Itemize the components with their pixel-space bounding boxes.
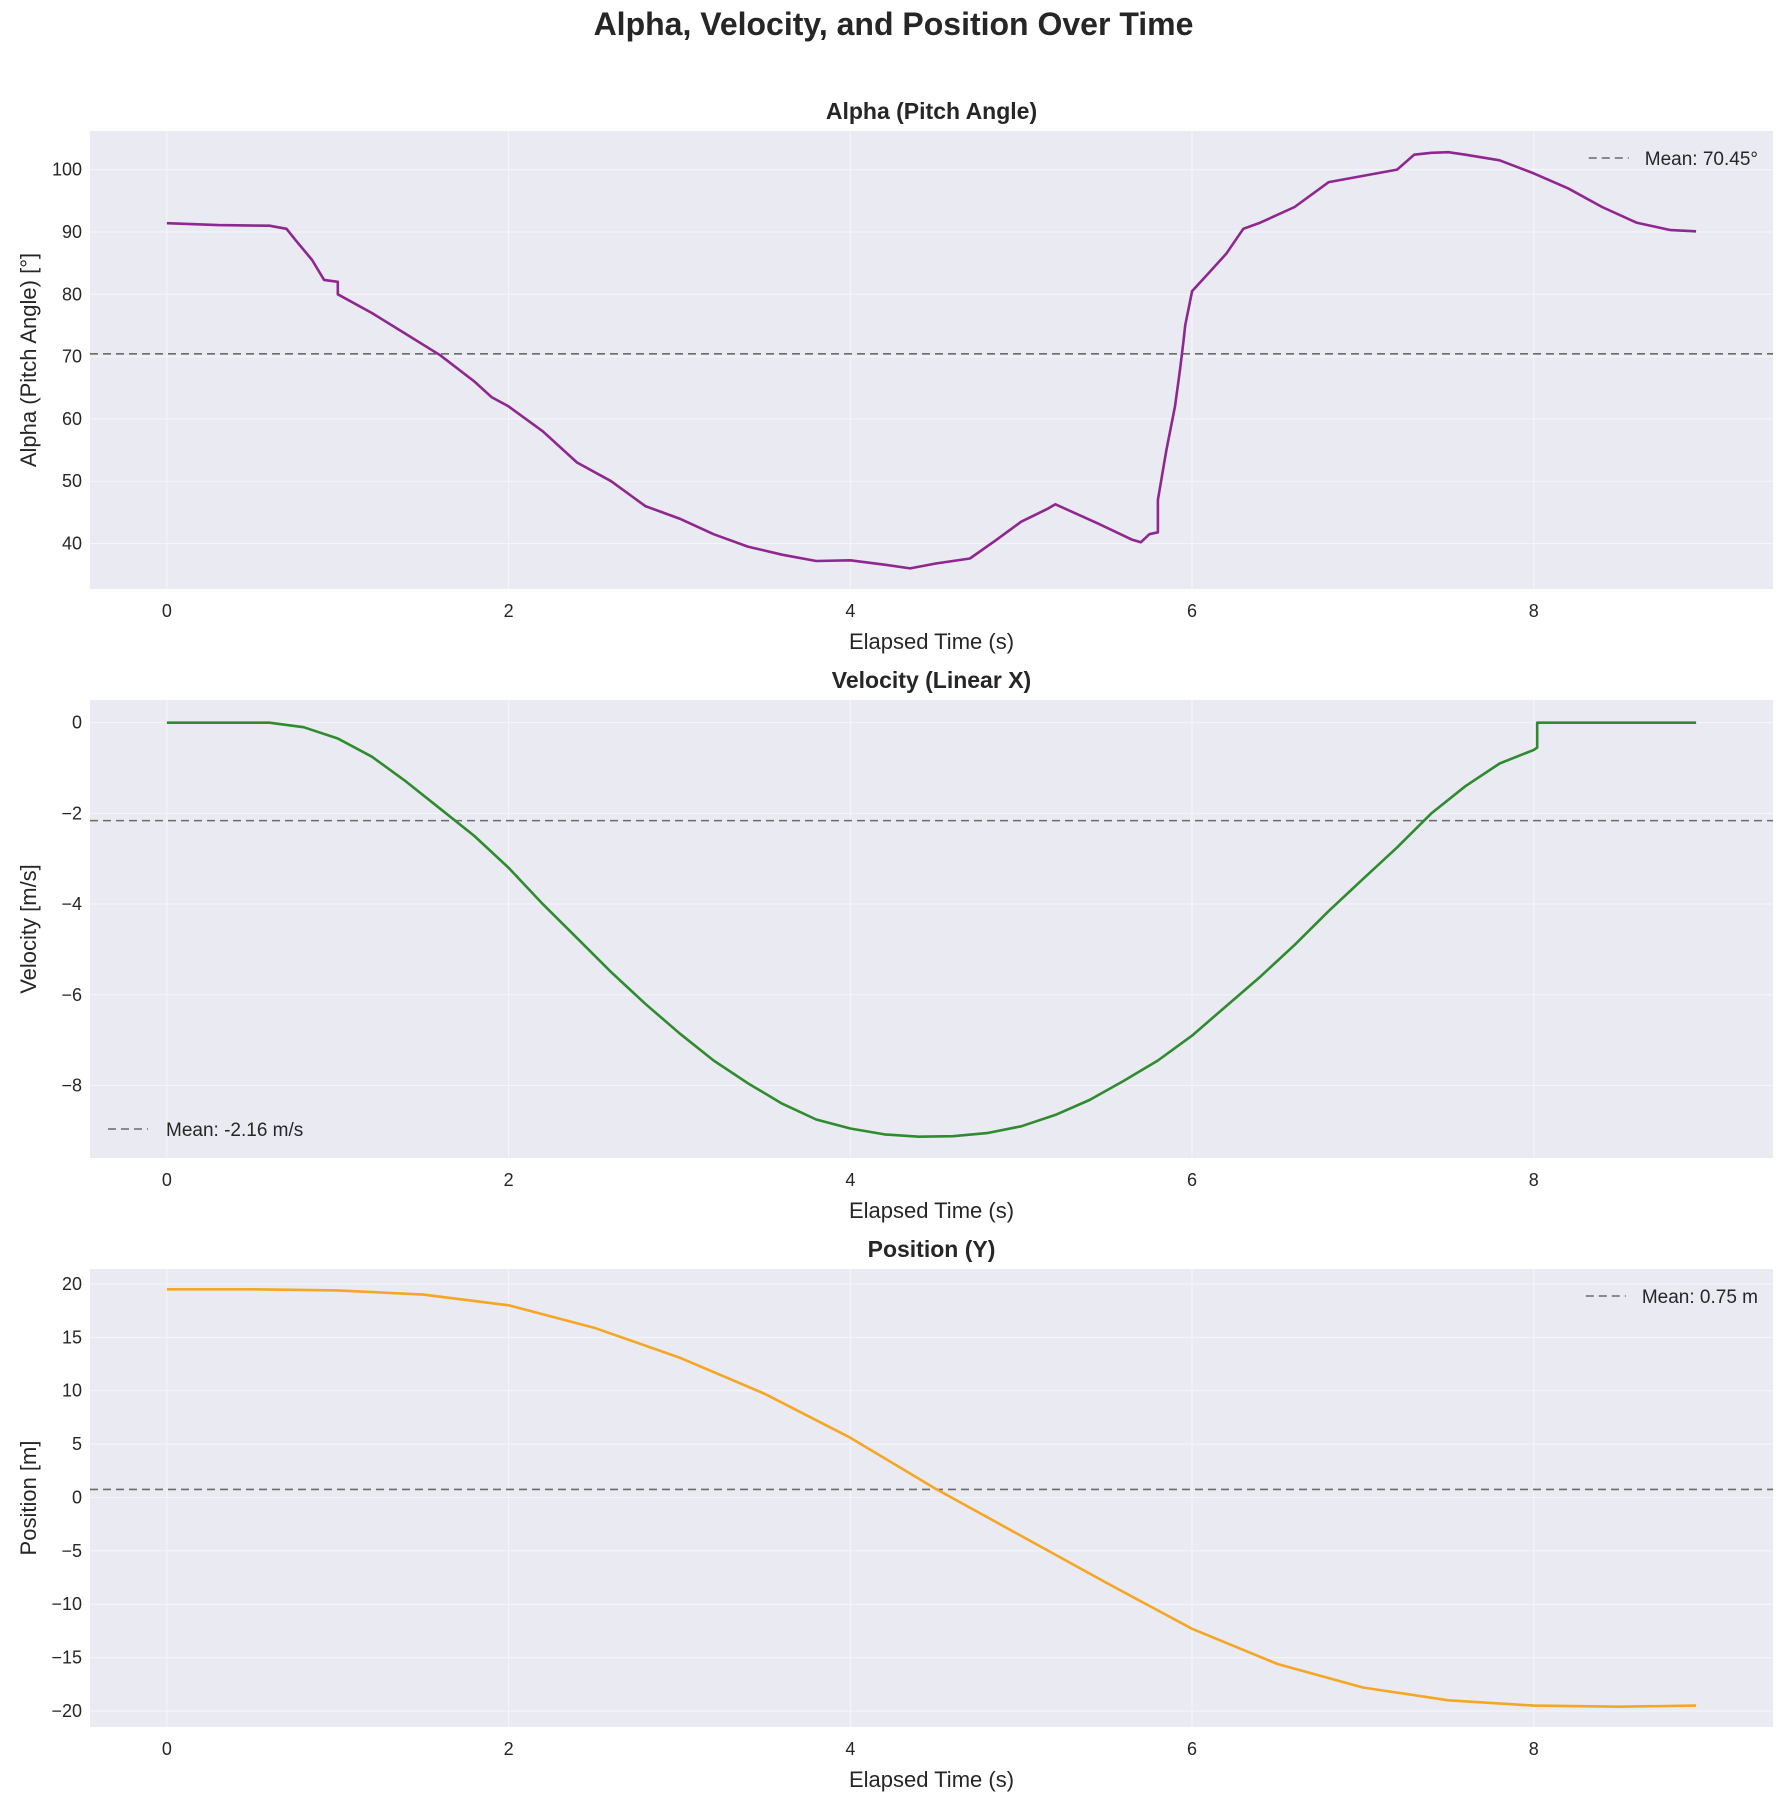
y-tick-label: −15 xyxy=(51,1648,82,1668)
y-tick-label: −10 xyxy=(51,1594,82,1614)
y-tick-label: −20 xyxy=(51,1701,82,1721)
x-axis-label: Elapsed Time (s) xyxy=(849,1767,1014,1792)
plot-background-2 xyxy=(90,1269,1773,1727)
y-tick-label: 5 xyxy=(72,1434,82,1454)
x-axis-label: Elapsed Time (s) xyxy=(849,629,1014,654)
x-tick-label: 6 xyxy=(1187,601,1197,621)
axes-title: Velocity (Linear X) xyxy=(832,667,1031,693)
series-line xyxy=(166,1288,1697,1708)
x-tick-label: 6 xyxy=(1187,1170,1197,1190)
axes-title: Alpha (Pitch Angle) xyxy=(826,98,1037,124)
y-tick-label: −2 xyxy=(61,803,82,823)
x-tick-label: 8 xyxy=(1529,1739,1539,1759)
legend-label: Mean: 0.75 m xyxy=(1642,1287,1758,1308)
y-tick-label: 60 xyxy=(62,409,82,429)
x-tick-label: 0 xyxy=(162,1739,172,1759)
y-tick-label: 90 xyxy=(62,222,82,242)
y-axis-label: Velocity [m/s] xyxy=(16,864,41,994)
y-tick-label: −4 xyxy=(61,894,82,914)
legend-label: Mean: 70.45° xyxy=(1645,149,1758,170)
x-tick-label: 4 xyxy=(845,1739,855,1759)
x-tick-label: 4 xyxy=(845,601,855,621)
x-tick-label: 2 xyxy=(504,601,514,621)
figure-title: Alpha, Velocity, and Position Over Time xyxy=(593,6,1194,42)
y-tick-label: 10 xyxy=(62,1381,82,1401)
y-tick-label: −5 xyxy=(61,1541,82,1561)
x-tick-label: 0 xyxy=(162,1170,172,1190)
y-tick-label: −6 xyxy=(61,985,82,1005)
plot-background-1 xyxy=(90,700,1773,1158)
x-tick-label: 4 xyxy=(845,1170,855,1190)
series-line xyxy=(166,721,1697,1138)
y-tick-label: 20 xyxy=(62,1274,82,1294)
y-tick-label: −8 xyxy=(61,1075,82,1095)
y-tick-label: 0 xyxy=(72,713,82,733)
y-axis-label: Position [m] xyxy=(16,1441,41,1556)
y-tick-label: 50 xyxy=(62,471,82,491)
x-tick-label: 8 xyxy=(1529,601,1539,621)
y-axis-label: Alpha (Pitch Angle) [°] xyxy=(16,253,41,467)
x-tick-label: 0 xyxy=(162,601,172,621)
y-tick-label: 80 xyxy=(62,284,82,304)
y-tick-label: 100 xyxy=(52,160,82,180)
y-tick-label: 0 xyxy=(72,1487,82,1507)
y-tick-label: 70 xyxy=(62,347,82,367)
x-tick-label: 2 xyxy=(504,1170,514,1190)
y-tick-label: 15 xyxy=(62,1327,82,1347)
axes-title: Position (Y) xyxy=(868,1236,996,1262)
x-axis-label: Elapsed Time (s) xyxy=(849,1198,1014,1223)
plot-background-0 xyxy=(90,131,1773,589)
y-tick-label: 40 xyxy=(62,534,82,554)
legend-label: Mean: -2.16 m/s xyxy=(166,1120,303,1141)
x-tick-label: 2 xyxy=(504,1739,514,1759)
x-tick-label: 8 xyxy=(1529,1170,1539,1190)
series-line xyxy=(166,150,1697,570)
x-tick-label: 6 xyxy=(1187,1739,1197,1759)
